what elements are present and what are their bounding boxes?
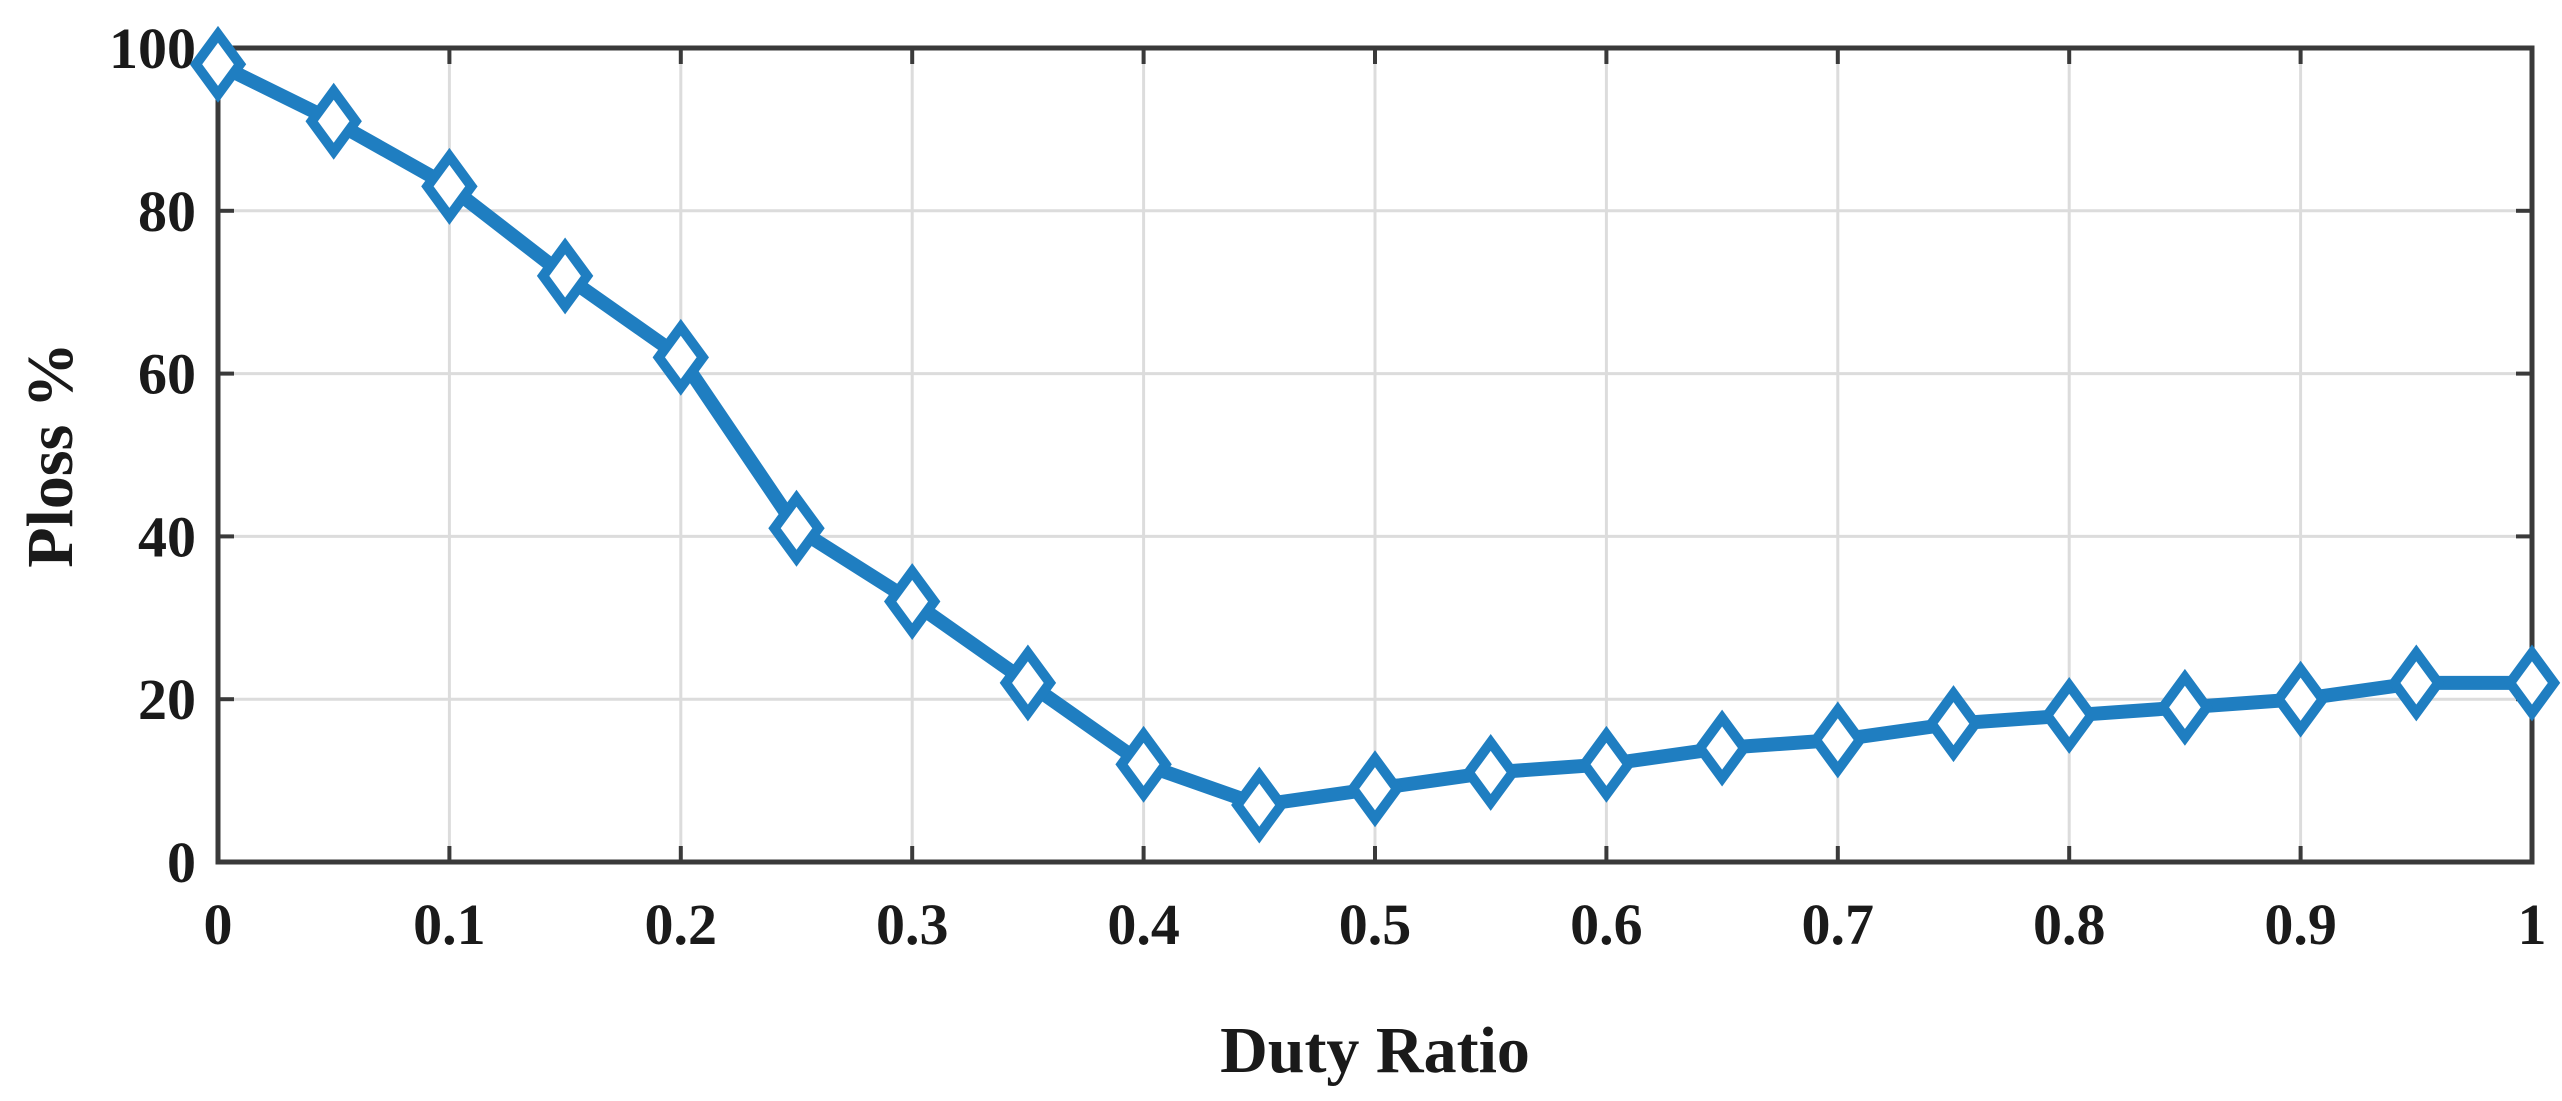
grid [218,48,2532,862]
x-axis-tick-labels: 0 0.1 0.2 0.3 0.4 0.5 0.6 0.7 0.8 0.9 1 [204,892,2547,957]
data-point-marker [2503,644,2561,722]
data-point-marker [1578,725,1635,803]
x-axis-title: Duty Ratio [1220,1014,1530,1087]
data-point-marker [2388,644,2445,722]
x-tick-label: 0 [204,892,233,957]
data-point-marker [305,82,362,160]
x-tick-label: 0.2 [645,892,718,957]
data-point-marker [1809,701,1867,779]
x-tick-label: 0.5 [1339,892,1412,957]
x-tick-label: 0.3 [876,892,949,957]
data-point-marker [883,563,941,640]
y-tick-label: 40 [138,504,196,569]
x-tick-label: 0.4 [1107,892,1180,957]
data-point-marker [1115,725,1172,803]
y-tick-label: 80 [138,179,196,244]
series-group [189,25,2561,844]
x-tick-label: 0.9 [2264,892,2337,957]
data-point-marker [421,147,478,225]
y-tick-label: 60 [138,342,196,407]
data-point-marker [189,25,247,103]
data-point-marker [1693,709,1751,787]
data-point-marker [1925,685,1982,763]
data-point-marker [999,644,1057,722]
data-point-marker [2040,677,2098,754]
data-point-marker [1462,734,1519,811]
x-tick-label: 1 [2518,892,2547,957]
x-tick-label: 0.6 [1570,892,1643,957]
y-tick-label: 20 [138,667,196,732]
data-point-marker [2156,668,2214,746]
data-point-marker [652,318,710,396]
data-point-marker [536,237,594,315]
y-tick-label: 0 [167,830,196,895]
y-tick-label: 100 [109,16,196,81]
data-point-marker [1346,750,1404,828]
y-axis-title: Ploss % [14,342,87,568]
x-tick-label: 0.8 [2033,892,2106,957]
data-point-marker [768,489,825,567]
x-tick-label: 0.7 [1802,892,1875,957]
y-axis-tick-labels: 0 20 40 60 80 100 [109,16,196,895]
x-tick-label: 0.1 [413,892,486,957]
data-point-marker [1231,766,1288,844]
data-point-marker [2272,660,2329,738]
